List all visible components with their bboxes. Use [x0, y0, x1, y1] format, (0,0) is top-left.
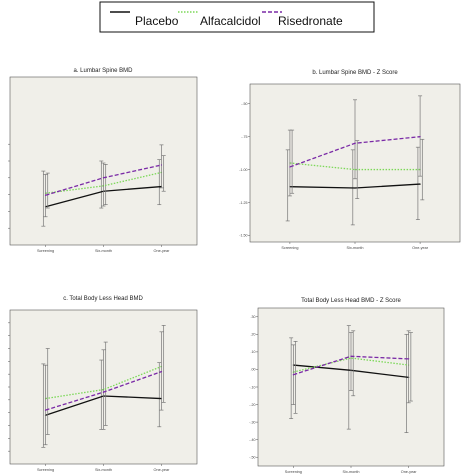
legend-box: [99, 1, 375, 33]
y-tick-label: -.50: [249, 456, 255, 460]
y-tick-label: -.75: [241, 135, 247, 139]
data-point: [289, 166, 291, 168]
x-tick-label: Screening: [281, 246, 298, 250]
data-point: [160, 371, 163, 373]
series-alfacalcidol: [44, 325, 166, 435]
series-alfacalcidol: [289, 129, 425, 201]
y-tick-label: -1.50: [239, 234, 247, 238]
y-tick-label: -.20: [249, 403, 255, 407]
data-point: [160, 164, 163, 166]
y-tick-label: .20: [251, 333, 256, 337]
data-point: [44, 194, 47, 196]
y-tick-label: -.50: [241, 102, 247, 106]
x-tick-label: Screening: [285, 470, 302, 474]
series-risedronate: [43, 331, 164, 446]
x-tick-label: One-year: [154, 249, 171, 253]
chart-panel-4: Total Body Less Head BMD - Z Score -.50 -.…: [249, 298, 445, 474]
x-tick-label: One-year: [154, 468, 171, 472]
series-line: [45, 365, 162, 400]
legend: Placebo Alfacalcidol Risedronate: [99, 1, 375, 33]
y-tick-label: -.10: [249, 385, 255, 389]
y-tick-label: -1.00: [239, 168, 247, 172]
series-risedronate: [291, 330, 411, 405]
y-tick-label: .30: [251, 315, 256, 319]
data-point: [419, 136, 421, 138]
chart-panel-3: c. Total Body Less Head BMD Screening Six-…: [8, 296, 198, 472]
chart-panels: a. Lumbar Spine BMD Screening Six-month One…: [8, 68, 461, 474]
chart-title: b. Lumbar Spine BMD - Z Score: [312, 70, 398, 76]
x-tick-label: One-year: [412, 246, 429, 250]
legend-label-alfacalcidol: Alfacalcidol: [200, 14, 261, 28]
chart-title: c. Total Body Less Head BMD: [63, 296, 143, 302]
chart-panel-2: b. Lumbar Spine BMD - Z Score -1.50 -1.25 -…: [239, 70, 461, 250]
legend-label-placebo: Placebo: [135, 14, 179, 28]
data-point: [102, 177, 105, 179]
y-tick-label: -1.25: [239, 201, 247, 205]
series-risedronate: [43, 144, 164, 218]
series-placebo: [285, 146, 421, 226]
data-point: [350, 355, 352, 357]
data-point: [354, 142, 356, 144]
y-tick-label: .00: [251, 368, 256, 372]
data-point: [408, 358, 410, 360]
legend-label-risedronate: Risedronate: [278, 14, 343, 28]
x-tick-label: Six-month: [342, 470, 359, 474]
data-point: [419, 183, 421, 185]
series-line: [289, 162, 421, 171]
plot-area: [9, 76, 198, 246]
data-point: [354, 187, 356, 189]
series-risedronate: [287, 95, 423, 197]
y-tick-label: -.30: [249, 420, 255, 424]
chart-panel-1: a. Lumbar Spine BMD Screening Six-month One…: [8, 68, 198, 253]
y-tick-label: .10: [251, 350, 256, 354]
data-point: [102, 391, 105, 393]
x-tick-label: Screening: [37, 468, 54, 472]
chart-title: a. Lumbar Spine BMD: [73, 68, 133, 74]
x-tick-label: Six-month: [95, 468, 112, 472]
x-tick-label: Six-month: [346, 246, 363, 250]
chart-title: Total Body Less Head BMD - Z Score: [301, 298, 401, 304]
x-tick-label: One-year: [401, 470, 418, 474]
data-point: [292, 374, 294, 376]
x-tick-label: Six-month: [95, 249, 112, 253]
y-tick-label: -.40: [249, 438, 255, 442]
data-point: [44, 409, 47, 411]
x-tick-label: Screening: [37, 249, 54, 253]
